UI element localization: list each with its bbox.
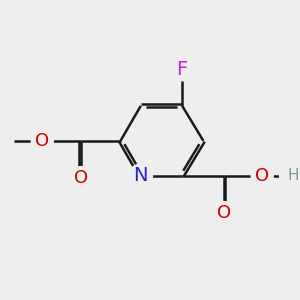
Text: O: O (255, 167, 269, 185)
Text: O: O (217, 204, 231, 222)
Text: N: N (134, 166, 148, 185)
Text: O: O (74, 169, 88, 187)
Text: H: H (288, 168, 299, 183)
Text: F: F (176, 59, 188, 79)
Text: O: O (35, 132, 50, 150)
